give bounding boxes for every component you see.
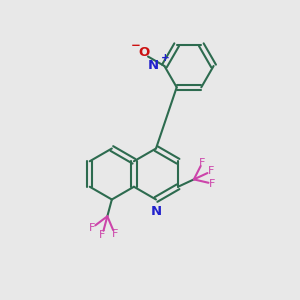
Text: N: N (148, 59, 159, 72)
Text: O: O (139, 46, 150, 59)
Text: −: − (131, 39, 141, 52)
Text: F: F (199, 158, 206, 168)
Text: +: + (160, 52, 169, 63)
Text: F: F (208, 167, 214, 176)
Text: N: N (150, 205, 162, 218)
Text: F: F (112, 229, 118, 239)
Text: F: F (89, 223, 95, 233)
Text: F: F (209, 178, 215, 189)
Text: F: F (99, 230, 106, 240)
